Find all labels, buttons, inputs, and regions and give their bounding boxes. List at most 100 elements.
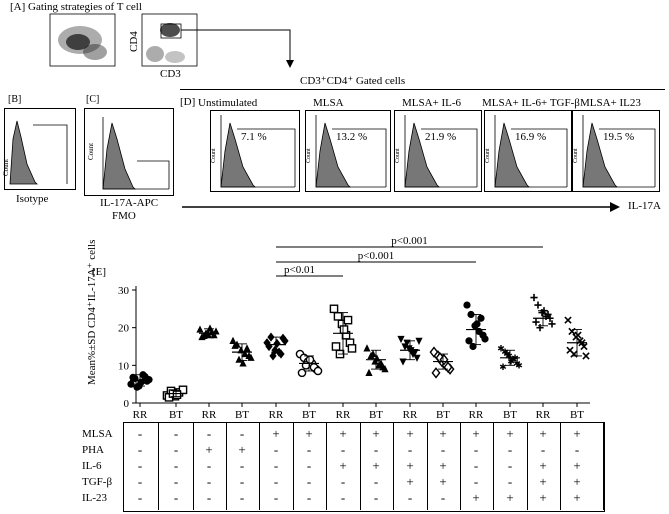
histogram-panel-2: 21.9 % Count xyxy=(394,110,482,192)
table-cell: - xyxy=(173,490,179,505)
x-tick-label: BT xyxy=(235,409,249,421)
table-col-line xyxy=(292,422,294,510)
histogram-panel-3: 16.9 % Count xyxy=(484,110,572,192)
table-cell: + xyxy=(573,426,581,441)
histogram-2 xyxy=(404,115,478,188)
data-point xyxy=(369,349,377,358)
data-point xyxy=(377,359,385,367)
table-cell: + xyxy=(439,474,447,489)
x-tick-label: BT xyxy=(169,409,183,421)
condition-label-4: MLSA+ IL23 xyxy=(580,97,641,109)
data-point: ✱ xyxy=(515,360,523,370)
table-cell: + xyxy=(339,458,347,473)
table-cell: - xyxy=(206,426,212,441)
data-point xyxy=(313,366,323,376)
y-tick-label: 10 xyxy=(118,360,130,372)
table-cell: + xyxy=(272,426,280,441)
x-tick-label: RR xyxy=(403,409,418,421)
table-col-line xyxy=(259,422,260,510)
gate-arrow xyxy=(181,29,291,64)
data-point xyxy=(582,352,590,360)
table-cell: + xyxy=(406,426,414,441)
data-point xyxy=(241,349,249,358)
panel-c-box xyxy=(84,108,174,196)
histogram-percent-2: 21.9 % xyxy=(425,131,457,143)
table-cell: - xyxy=(273,442,279,457)
table-cell: - xyxy=(239,474,245,489)
x-tick-label: RR xyxy=(133,409,148,421)
histogram-0 xyxy=(220,115,296,188)
histogram-3 xyxy=(494,115,568,188)
significance-label-0: p<0.001 xyxy=(391,235,427,247)
x-tick-label: RR xyxy=(469,409,484,421)
table-cell: - xyxy=(507,458,513,473)
table-cell: - xyxy=(440,490,446,505)
x-tick-label: RR xyxy=(336,409,351,421)
data-point xyxy=(145,376,153,384)
series-7 xyxy=(363,344,389,376)
table-cell: - xyxy=(340,474,346,489)
table-cell: + xyxy=(573,474,581,489)
panel-a-tag: [A] xyxy=(10,1,26,13)
data-point xyxy=(297,368,307,378)
table-cell: - xyxy=(239,490,245,505)
data-point xyxy=(347,344,357,353)
gating-dotplot-1-cloud xyxy=(58,26,107,60)
data-point: ✱ xyxy=(503,349,511,359)
data-point xyxy=(243,344,251,352)
table-cell: - xyxy=(239,458,245,473)
table-cell: - xyxy=(137,442,143,457)
data-point xyxy=(403,339,411,347)
data-point xyxy=(239,359,247,367)
table-cell: - xyxy=(137,458,143,473)
data-point xyxy=(363,344,371,352)
y-tick-label: 30 xyxy=(118,285,130,297)
table-col-line xyxy=(426,422,428,510)
table-cell: + xyxy=(406,458,414,473)
data-point xyxy=(481,335,489,343)
series-9 xyxy=(429,346,455,379)
histogram-percent-3: 16.9 % xyxy=(515,131,547,143)
table-cell: + xyxy=(305,426,313,441)
table-cell: - xyxy=(273,490,279,505)
table-cell: + xyxy=(506,490,514,505)
data-point xyxy=(305,355,315,364)
table-cell: - xyxy=(239,426,245,441)
table-cell: - xyxy=(306,490,312,505)
x-tick-label: RR xyxy=(202,409,217,421)
data-point xyxy=(247,353,255,361)
table-col-line xyxy=(192,422,194,510)
table-cell: - xyxy=(306,458,312,473)
gating-dotplot-2-cloud xyxy=(146,23,185,63)
table-frame xyxy=(123,422,605,512)
table-col-line xyxy=(393,422,394,510)
table-cell: - xyxy=(373,474,379,489)
table-cell: + xyxy=(205,442,213,457)
data-point xyxy=(465,337,473,345)
series-3 xyxy=(229,336,255,367)
data-point xyxy=(343,315,353,325)
table-cell: - xyxy=(206,490,212,505)
il17a-axis-label: IL-17A xyxy=(628,200,661,212)
table-row-label: TGF-β xyxy=(82,476,113,488)
table-cell: + xyxy=(472,490,480,505)
table-row-label: MLSA xyxy=(82,428,113,440)
table-col-line xyxy=(158,422,159,510)
data-point xyxy=(339,325,349,334)
table-cell: - xyxy=(574,442,580,457)
table-cell: + xyxy=(406,474,414,489)
table-cell: - xyxy=(306,474,312,489)
gating-dotplot-1 xyxy=(49,13,116,67)
table-cell: - xyxy=(373,490,379,505)
panel-e-tag: [E] xyxy=(92,266,107,278)
table-cell: - xyxy=(507,442,513,457)
table-col-line xyxy=(359,422,361,510)
series-11: ✱✱✱✱✱✱✱✱✱✱ xyxy=(497,343,523,372)
fmo-label-2: FMO xyxy=(112,210,136,222)
table-row-label: PHA xyxy=(82,444,105,456)
table-cell: - xyxy=(540,442,546,457)
data-point xyxy=(463,301,471,309)
data-point xyxy=(172,390,182,400)
table-cell: - xyxy=(373,442,379,457)
data-point xyxy=(469,342,477,351)
